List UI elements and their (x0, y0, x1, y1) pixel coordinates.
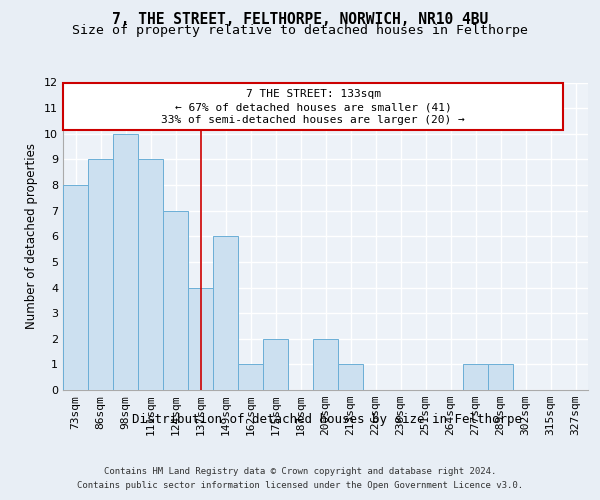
Bar (463, 364, 488, 390)
Text: Size of property relative to detached houses in Felthorpe: Size of property relative to detached ho… (72, 24, 528, 37)
Bar (138, 160, 163, 390)
Bar (313, 339, 338, 390)
Text: ← 67% of detached houses are smaller (41): ← 67% of detached houses are smaller (41… (175, 102, 451, 112)
Bar (263, 339, 288, 390)
Bar (88, 160, 113, 390)
Bar (63, 82, 563, 130)
Text: Contains public sector information licensed under the Open Government Licence v3: Contains public sector information licen… (77, 481, 523, 490)
Bar (113, 134, 138, 390)
Text: Distribution of detached houses by size in Felthorpe: Distribution of detached houses by size … (132, 412, 522, 426)
Y-axis label: Number of detached properties: Number of detached properties (25, 143, 38, 329)
Bar (488, 364, 513, 390)
Text: 7, THE STREET, FELTHORPE, NORWICH, NR10 4BU: 7, THE STREET, FELTHORPE, NORWICH, NR10 … (112, 12, 488, 28)
Bar (63, 185, 88, 390)
Text: 33% of semi-detached houses are larger (20) →: 33% of semi-detached houses are larger (… (161, 116, 465, 126)
Bar (213, 236, 238, 390)
Text: Contains HM Land Registry data © Crown copyright and database right 2024.: Contains HM Land Registry data © Crown c… (104, 468, 496, 476)
Text: 7 THE STREET: 133sqm: 7 THE STREET: 133sqm (245, 90, 380, 100)
Bar (338, 364, 363, 390)
Bar (188, 288, 213, 390)
Bar (163, 210, 188, 390)
Bar (238, 364, 263, 390)
